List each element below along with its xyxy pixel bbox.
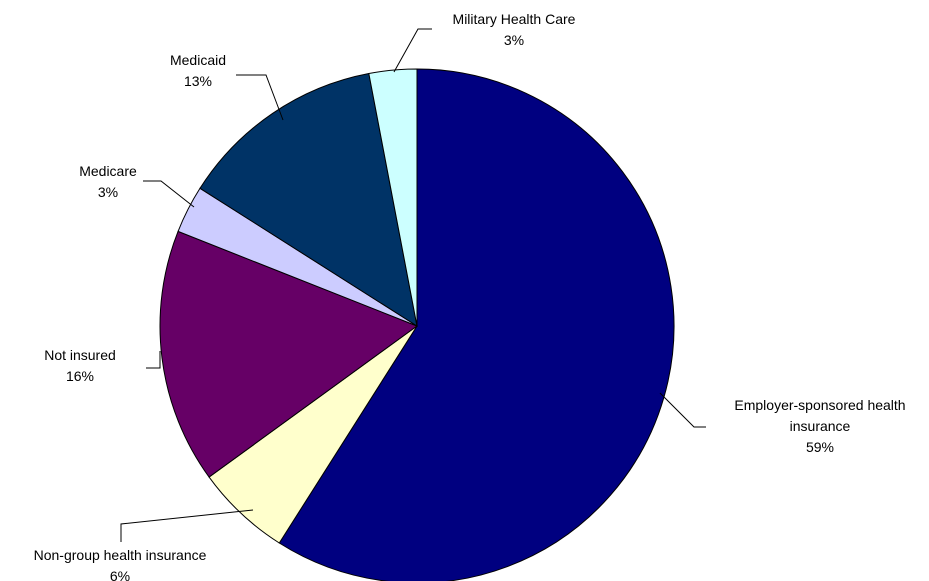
leader-line-employer-sponsored-health-insurance xyxy=(659,392,706,428)
slice-percent-label: 3% xyxy=(504,32,524,48)
slice-category-label: Medicare xyxy=(79,163,137,179)
slice-category-label: Military Health Care xyxy=(453,11,576,27)
slice-label-not-insured: Not insured 16% xyxy=(44,347,116,384)
slice-percent-label: 6% xyxy=(110,568,130,581)
leader-lines xyxy=(120,28,706,542)
slice-category-label: Medicaid xyxy=(170,52,226,68)
slice-percent-label: 13% xyxy=(184,73,212,89)
slice-label-employer-sponsored-health-insurance: Employer-sponsored health insurance 59% xyxy=(734,397,905,455)
pie-slices xyxy=(159,68,675,581)
slice-percent-label: 16% xyxy=(66,368,94,384)
slice-category-label: Employer-sponsored health xyxy=(734,397,905,413)
leader-line-medicare xyxy=(143,180,195,208)
slice-percent-label: 3% xyxy=(98,184,118,200)
leader-line-not-insured xyxy=(146,351,161,369)
leader-line-non-group-health-insurance xyxy=(120,509,254,542)
slice-label-military-health-care: Military Health Care 3% xyxy=(453,11,576,48)
pie-slice-employer-sponsored-health-insurance xyxy=(278,68,675,581)
slice-percent-label: 59% xyxy=(806,439,834,455)
slice-label-medicare: Medicare 3% xyxy=(79,163,137,200)
leader-line-military-health-care xyxy=(393,28,432,73)
slice-labels: Employer-sponsored health insurance 59% Non… xyxy=(34,11,906,581)
slice-category-label: insurance xyxy=(790,418,851,434)
slice-category-label: Not insured xyxy=(44,347,116,363)
slice-category-label: Non-group health insurance xyxy=(34,547,207,563)
pie-slice-military-health-care xyxy=(368,68,418,327)
pie-slice-not-insured xyxy=(159,230,419,478)
pie-slice-medicaid xyxy=(199,72,418,328)
slice-label-non-group-health-insurance: Non-group health insurance 6% xyxy=(34,547,207,581)
slice-label-medicaid: Medicaid 13% xyxy=(170,52,226,89)
leader-line-medicaid xyxy=(236,74,284,121)
